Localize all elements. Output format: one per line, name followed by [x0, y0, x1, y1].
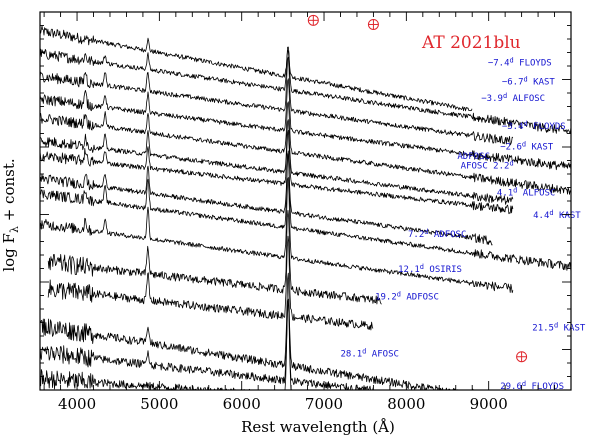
epoch-label-unit: d	[522, 380, 526, 388]
x-tick-label: 7000	[305, 395, 343, 413]
epoch-label-unit: d	[424, 228, 428, 236]
epoch-label: −3.9d ALFOSC	[481, 92, 545, 104]
spectrum-line	[39, 25, 473, 112]
epoch-label: 21.5d KAST	[532, 321, 586, 333]
epoch-label-instrument: KAST	[554, 211, 582, 221]
epoch-label: −3.4d FLOYDS	[502, 120, 566, 132]
x-tick-label: 9000	[470, 395, 508, 413]
epoch-label-instrument: FLOYDS	[514, 59, 552, 69]
epoch-label: −6.7d KAST	[502, 76, 556, 88]
y-axis-label-main: log F	[0, 233, 18, 272]
epoch-label: AFOSC 2.2d	[461, 159, 514, 171]
epoch-label-unit: d	[362, 348, 366, 356]
epoch-label-instrument: KAST	[558, 323, 586, 333]
epoch-label-unit: d	[420, 263, 424, 271]
epoch-label-value: −2.6	[500, 143, 522, 153]
epoch-label-value: 21.5	[532, 323, 554, 333]
spectrum-line	[39, 177, 514, 294]
epoch-label: 12.1d OSIRIS	[398, 263, 462, 275]
spectrum-line	[39, 298, 374, 391]
epoch-label-value: 28.1	[340, 350, 362, 360]
epoch-label-instrument: ALFOSC	[517, 188, 555, 198]
epoch-label-value: 4.4	[533, 211, 549, 221]
epoch-label-unit: d	[509, 159, 513, 167]
x-tick-label: 8000	[387, 395, 425, 413]
spectrum-line	[39, 150, 493, 246]
x-axis-label: Rest wavelength (Å)	[241, 418, 395, 436]
epoch-label: −2.6d KAST	[500, 141, 554, 153]
plot-frame	[39, 11, 572, 391]
spectrum-line	[39, 101, 572, 195]
epoch-label-unit: d	[522, 141, 526, 149]
epoch-label: −7.4d FLOYDS	[488, 57, 552, 69]
epoch-label-instrument: KAST	[526, 143, 554, 153]
epoch-label-value: −6.7	[502, 78, 524, 88]
epoch-label-value: AFOSC 2.2	[461, 161, 510, 171]
x-tick-label: 6000	[223, 395, 261, 413]
epoch-label: ADFOSC	[457, 152, 490, 162]
epoch-label-unit: d	[554, 321, 558, 329]
epoch-label-unit: d	[524, 120, 528, 128]
epoch-label-value: 12.1	[398, 265, 420, 275]
epoch-label-value: 29.6	[500, 382, 522, 392]
x-tick-label: 5000	[140, 395, 178, 413]
spectrum-line	[39, 119, 514, 205]
y-axis-label: log Fλ + const.	[0, 158, 21, 271]
epoch-label: 4.4d KAST	[533, 209, 581, 221]
epoch-label-instrument: ADFOSC	[401, 292, 439, 302]
chart-title: AT 2021blu	[421, 33, 521, 53]
spectra-group	[39, 25, 572, 391]
x-tick-label: 4000	[58, 395, 96, 413]
epoch-label-unit: d	[524, 76, 528, 84]
telluric-markers	[307, 14, 528, 363]
epoch-label-unit: d	[513, 186, 517, 194]
epoch-label: 28.1d AFOSC	[340, 348, 398, 360]
spectrum-line	[39, 46, 572, 134]
epoch-label-value: 4.1	[497, 188, 513, 198]
epoch-labels: −7.4d FLOYDS−6.7d KAST−3.9d ALFOSC−3.4d …	[340, 57, 585, 393]
spectrum-line	[39, 302, 571, 391]
epoch-label-unit: d	[549, 209, 553, 217]
spectrum-line	[47, 210, 382, 305]
epoch-label-value: −3.4	[502, 122, 524, 132]
epoch-label-value: 7.2	[408, 230, 424, 240]
epoch-label: 7.2d ADFOSC	[408, 228, 466, 240]
epoch-label: 19.2d ADFOSC	[375, 290, 439, 302]
epoch-label-value: −3.9	[481, 94, 503, 104]
axis-ticks	[40, 12, 572, 390]
epoch-label: 29.6d FLOYDS	[500, 380, 564, 392]
y-axis-label-suffix: + const.	[0, 158, 18, 226]
epoch-label-instrument: ADFOSC	[428, 230, 466, 240]
y-axis-label-sub: λ	[8, 226, 21, 233]
spectrum-line	[39, 56, 514, 146]
epoch-label-instrument: KAST	[528, 78, 556, 88]
epoch-label-instrument: FLOYDS	[528, 122, 566, 132]
epoch-label-value: ADFOSC	[457, 152, 490, 162]
epoch-label-instrument: ALFOSC	[507, 94, 545, 104]
epoch-label-unit: d	[510, 57, 514, 65]
epoch-label-instrument: OSIRIS	[424, 265, 462, 275]
spectrum-line	[47, 235, 374, 331]
epoch-label-value: 19.2	[375, 292, 397, 302]
epoch-label: 4.1d ALFOSC	[497, 186, 555, 198]
epoch-label-unit: d	[397, 290, 401, 298]
x-tick-labels: 4000 5000 6000 7000 8000 9000	[58, 395, 508, 413]
epoch-label-instrument: AFOSC	[366, 350, 399, 360]
spectrum-line	[39, 130, 514, 215]
spectrum-line	[39, 153, 572, 271]
spectrum-line	[39, 78, 572, 171]
epoch-label-value: −7.4	[488, 59, 510, 69]
epoch-label-unit: d	[503, 92, 507, 100]
epoch-label-instrument: FLOYDS	[526, 382, 564, 392]
